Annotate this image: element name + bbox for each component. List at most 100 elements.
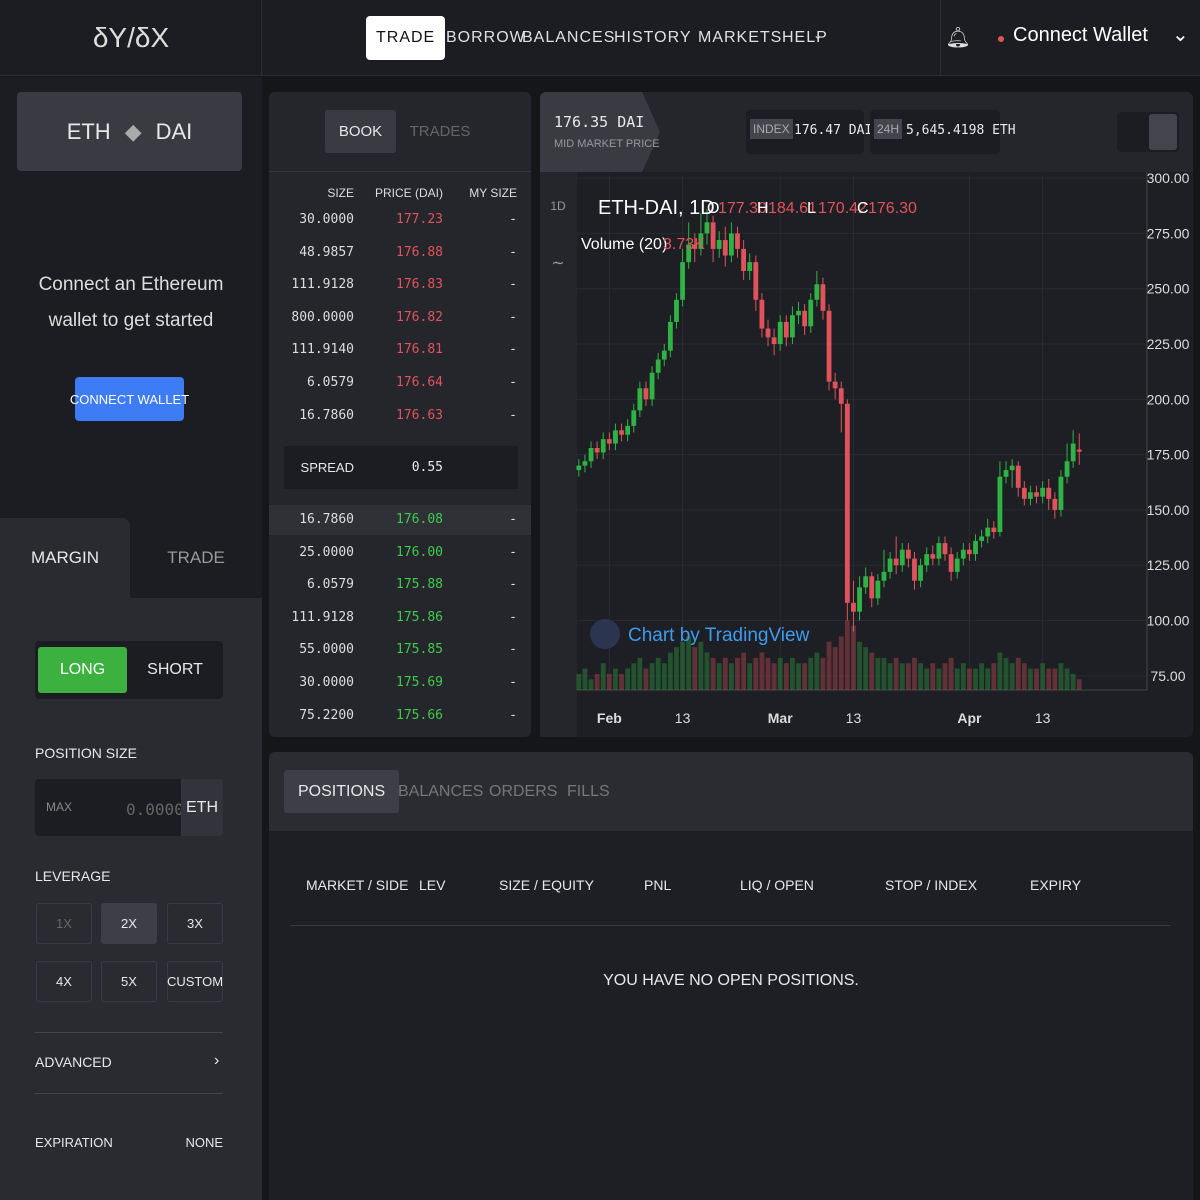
size[interactable]: 6.0579	[307, 375, 354, 390]
y-tick-label: 200.00	[1147, 391, 1190, 407]
volume-bar	[796, 663, 801, 690]
price[interactable]: 176.88	[396, 244, 443, 260]
max-label[interactable]: MAX	[46, 800, 73, 814]
size[interactable]: 111.9140	[291, 342, 354, 358]
size[interactable]: 6.0579	[307, 577, 354, 593]
column-header: LEV	[419, 877, 446, 893]
size[interactable]: 111.9128	[291, 277, 354, 293]
size[interactable]: 75.2200	[299, 707, 354, 723]
column-header: SIZE	[327, 186, 354, 200]
price[interactable]: 176.08	[396, 512, 443, 527]
candle-body	[936, 543, 942, 559]
my-size[interactable]: -	[509, 707, 517, 723]
volume-bar	[710, 657, 716, 690]
nav-item[interactable]: BORROW	[446, 29, 526, 46]
tab-trade[interactable]: TRADE	[167, 548, 225, 567]
advanced[interactable]: ADVANCED	[35, 1054, 112, 1070]
candle-body	[771, 337, 777, 345]
candle-body	[710, 222, 716, 249]
volume-bar	[802, 663, 808, 690]
account-chevron[interactable]: ⌄	[1172, 24, 1189, 46]
price[interactable]: 176.00	[396, 544, 443, 560]
size[interactable]: 16.7860	[299, 407, 354, 423]
price[interactable]: 175.66	[396, 707, 443, 723]
candle-body	[881, 571, 887, 581]
my-size[interactable]: -	[509, 277, 517, 293]
size[interactable]: 16.7860	[299, 512, 354, 527]
candle-body	[973, 540, 978, 555]
my-size[interactable]: -	[509, 309, 517, 325]
nav-item[interactable]: HISTORY	[614, 29, 692, 46]
my-size[interactable]: -	[509, 675, 517, 690]
positions-tab[interactable]: BALANCES	[398, 782, 484, 800]
nav-item[interactable]: BALANCES	[522, 29, 616, 46]
candle-body	[838, 388, 844, 404]
connect-wallet[interactable]: Connect Wallet	[1013, 24, 1148, 46]
ohlc-label: H	[757, 200, 769, 217]
my-size[interactable]: -	[509, 375, 517, 390]
size[interactable]: 111.9128	[291, 609, 354, 625]
expiration-value[interactable]: NONE	[185, 1135, 223, 1150]
market-selector[interactable]: ETH ◆ DAI	[17, 92, 242, 171]
my-size[interactable]: -	[509, 342, 517, 358]
ohlc-label: L	[807, 200, 816, 217]
my-size[interactable]: -	[509, 512, 517, 527]
price[interactable]: 176.63	[396, 407, 443, 423]
y-tick-label: 150.00	[1147, 502, 1190, 518]
volume-label: 24H	[874, 119, 903, 139]
my-size[interactable]: -	[509, 544, 517, 560]
size-input[interactable]	[35, 779, 181, 836]
size[interactable]: 25.0000	[299, 544, 354, 560]
my-size[interactable]: -	[509, 212, 517, 227]
volume-bar	[1021, 663, 1027, 690]
nav-item[interactable]: HELP	[782, 29, 828, 46]
leverage-option[interactable]: 4X	[36, 961, 92, 1002]
size[interactable]: 30.0000	[299, 675, 354, 690]
chart-type-active[interactable]	[1149, 114, 1177, 150]
size[interactable]: 48.9857	[299, 244, 354, 260]
spread-value: 0.55	[411, 460, 443, 475]
book-tab[interactable]: BOOK	[325, 110, 396, 153]
positions-tab[interactable]: FILLS	[567, 782, 610, 800]
my-size[interactable]: -	[509, 642, 517, 658]
bell[interactable]: 🔔︎	[945, 26, 971, 49]
volume-bar	[692, 647, 698, 690]
connect-wallet-button[interactable]: CONNECT WALLET	[70, 377, 189, 421]
price[interactable]: 176.64	[396, 375, 443, 390]
short-button[interactable]: SHORT	[147, 661, 203, 678]
price[interactable]: 176.82	[396, 309, 443, 325]
price[interactable]: 176.83	[396, 277, 443, 293]
my-size[interactable]: -	[509, 609, 517, 625]
size[interactable]: 55.0000	[299, 642, 354, 658]
separator	[35, 1032, 223, 1033]
price[interactable]: 175.86	[396, 609, 443, 625]
candle-body	[741, 248, 747, 272]
price[interactable]: 175.88	[396, 577, 443, 593]
leverage-option[interactable]: 2X	[101, 903, 157, 944]
nav-item[interactable]: MARKETS	[698, 29, 783, 46]
positions-tab[interactable]: POSITIONS	[284, 770, 400, 813]
tab-margin[interactable]: MARGIN	[31, 548, 99, 567]
nav-item[interactable]: TRADE	[366, 16, 446, 60]
price[interactable]: 175.69	[396, 675, 443, 690]
trades-tab[interactable]: TRADES	[409, 123, 471, 140]
leverage-option[interactable]: 3X	[167, 903, 223, 944]
my-size[interactable]: -	[509, 407, 517, 423]
my-size[interactable]: -	[509, 244, 517, 260]
volume-bar	[625, 668, 631, 690]
leverage-option[interactable]: 1X	[36, 903, 92, 944]
size[interactable]: 800.0000	[291, 309, 354, 325]
candle-body	[875, 580, 881, 599]
leverage-option[interactable]: 5X	[101, 961, 157, 1002]
size[interactable]: 30.0000	[299, 212, 354, 227]
long-button[interactable]: LONG	[38, 647, 127, 693]
price[interactable]: 177.23	[396, 212, 443, 227]
candle-body	[863, 576, 869, 588]
my-size[interactable]: -	[509, 577, 517, 593]
advanced-chevron[interactable]: ›	[214, 1052, 220, 1069]
leverage-option[interactable]: CUSTOM	[167, 961, 223, 1002]
positions-tab[interactable]: ORDERS	[489, 782, 558, 800]
price[interactable]: 176.81	[396, 342, 443, 358]
price[interactable]: 175.85	[396, 642, 443, 658]
